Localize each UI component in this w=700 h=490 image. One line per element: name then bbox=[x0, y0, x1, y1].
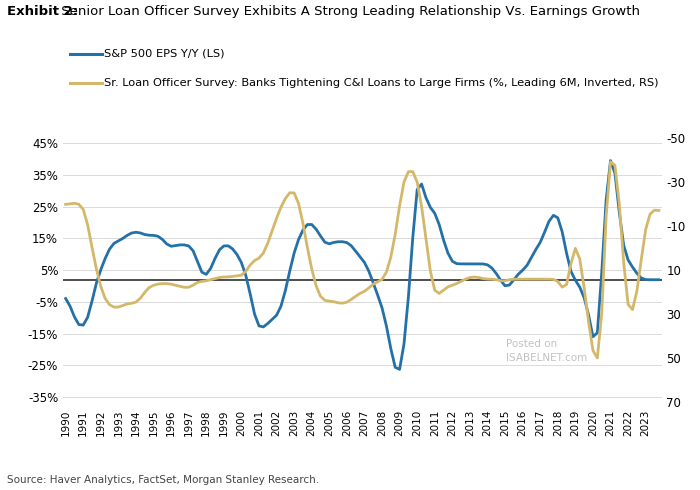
Text: S&P 500 EPS Y/Y (LS): S&P 500 EPS Y/Y (LS) bbox=[104, 49, 224, 59]
Text: Posted on
ISABELNET.com: Posted on ISABELNET.com bbox=[506, 339, 587, 363]
Text: Source: Haver Analytics, FactSet, Morgan Stanley Research.: Source: Haver Analytics, FactSet, Morgan… bbox=[7, 475, 319, 485]
Text: Exhibit 2:: Exhibit 2: bbox=[7, 5, 78, 18]
Text: Senior Loan Officer Survey Exhibits A Strong Leading Relationship Vs. Earnings G: Senior Loan Officer Survey Exhibits A St… bbox=[57, 5, 640, 18]
Text: Sr. Loan Officer Survey: Banks Tightening C&I Loans to Large Firms (%, Leading 6: Sr. Loan Officer Survey: Banks Tightenin… bbox=[104, 78, 658, 88]
